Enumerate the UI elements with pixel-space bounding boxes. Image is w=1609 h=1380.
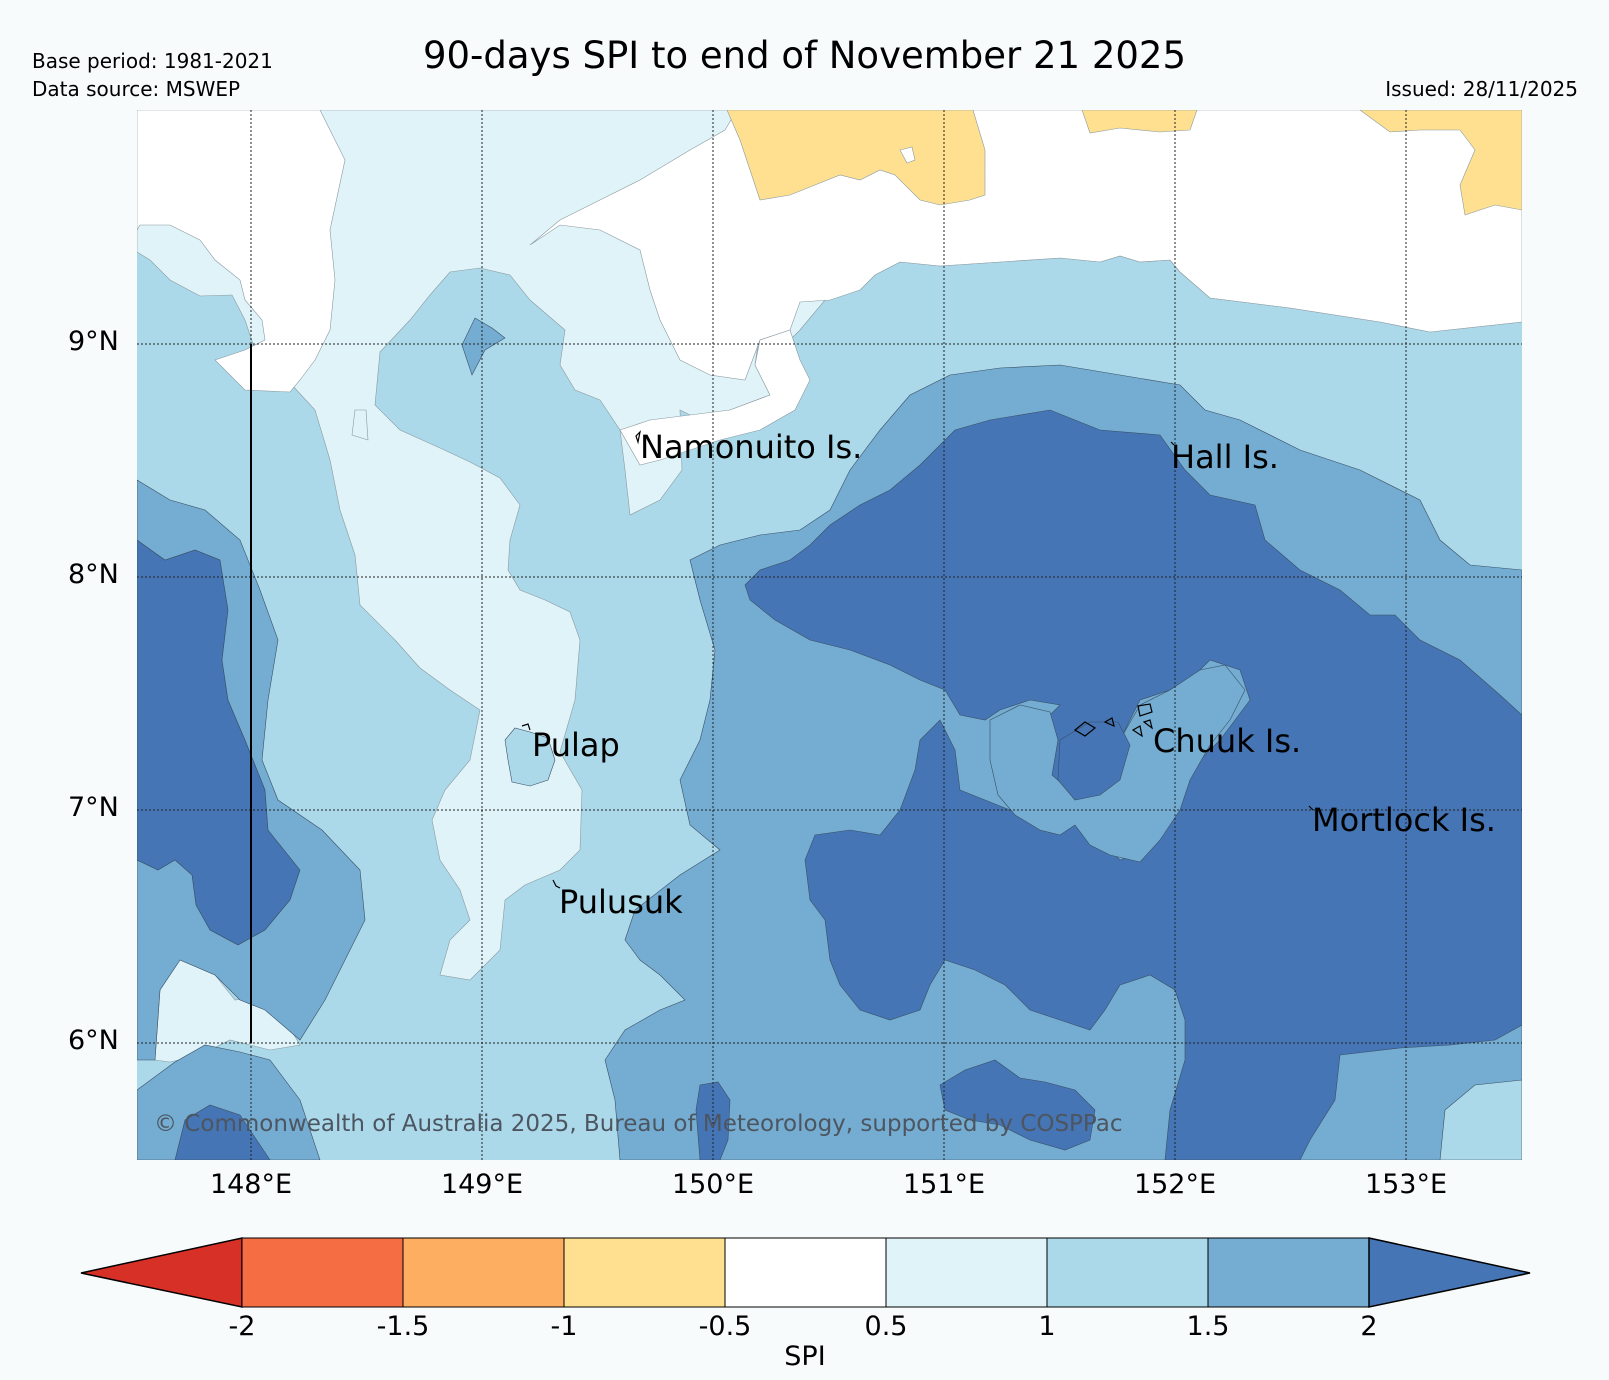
spi-band-1-1.5-pulap xyxy=(504,727,556,787)
place-label-chuuk: Chuuk Is. xyxy=(1153,722,1302,760)
spi-band-neutral-hole xyxy=(899,146,916,164)
island-chuuk-5 xyxy=(1142,719,1153,730)
lon-tick-153e: 153°E xyxy=(1364,1169,1448,1200)
island-namonuito xyxy=(635,430,641,445)
place-label-mortlock: Mortlock Is. xyxy=(1312,801,1496,839)
lat-tick-9n: 9°N xyxy=(68,326,119,357)
spi-band-neg-0.5-1-n2 xyxy=(1081,110,1198,134)
island-chuuk-1 xyxy=(1073,721,1097,737)
spi-band-1.5-2-west xyxy=(137,479,366,1061)
island-chuuk-2 xyxy=(1103,717,1115,728)
island-mortlock xyxy=(1308,805,1314,811)
colorbar xyxy=(80,1237,1531,1308)
island-outlines xyxy=(521,430,1314,889)
colorbar-segment-above xyxy=(1368,1237,1531,1308)
colorbar-tick: 2 xyxy=(1360,1311,1378,1342)
spi-band-neutral-upper-left xyxy=(137,110,346,393)
place-label-namonuito: Namonuito Is. xyxy=(640,428,863,466)
island-pulusuk xyxy=(552,879,561,889)
place-label-pulusuk: Pulusuk xyxy=(559,883,683,921)
spi-band-0.5-1-small xyxy=(351,409,369,441)
place-label-hall: Hall Is. xyxy=(1171,438,1279,476)
colorbar-tick: 0.5 xyxy=(864,1311,908,1342)
colorbar-tick: 1.5 xyxy=(1186,1311,1230,1342)
colorbar-segment-5 xyxy=(885,1237,1048,1308)
island-pulap xyxy=(521,723,531,731)
spi-band-gt-2-chuuk xyxy=(1057,721,1131,801)
lon-tick-148e: 148°E xyxy=(209,1169,293,1200)
colorbar-segment-1 xyxy=(241,1237,404,1308)
island-chuuk-4 xyxy=(1131,725,1143,738)
colorbar-segment-4 xyxy=(724,1237,887,1308)
colorbar-label: SPI xyxy=(784,1341,826,1372)
issued-date-text: Issued: 28/11/2025 xyxy=(1385,77,1578,101)
spi-band-1.5-2-upper xyxy=(461,317,506,376)
spi-band-gt-2-151e xyxy=(939,1059,1096,1151)
place-label-pulap: Pulap xyxy=(532,726,620,764)
colorbar-tick: -1 xyxy=(550,1311,578,1342)
island-hall xyxy=(1170,441,1175,446)
colorbar-segment-6 xyxy=(1046,1237,1209,1308)
spi-contours xyxy=(137,110,1522,1160)
colorbar-tick: -0.5 xyxy=(698,1311,752,1342)
spi-band-gt-2-sw xyxy=(174,1104,271,1160)
lat-tick-7n: 7°N xyxy=(68,792,119,823)
lat-tick-6n: 6°N xyxy=(68,1025,119,1056)
lon-tick-152e: 152°E xyxy=(1133,1169,1217,1200)
data-source-text: Data source: MSWEP xyxy=(32,77,241,101)
spi-band-gt-2-east xyxy=(744,409,1522,1160)
lon-tick-149e: 149°E xyxy=(440,1169,524,1200)
colorbar-segment-3 xyxy=(563,1237,726,1308)
colorbar-segment-below xyxy=(80,1237,243,1308)
colorbar-tick: -2 xyxy=(228,1311,256,1342)
colorbar-segment-2 xyxy=(402,1237,565,1308)
spi-band-1-1.5-pocket xyxy=(1439,1079,1522,1160)
copyright-text: © Commonwealth of Australia 2025, Bureau… xyxy=(154,1111,1123,1137)
colorbar-tick: -1.5 xyxy=(376,1311,430,1342)
colorbar-segment-7 xyxy=(1207,1237,1370,1308)
lon-tick-151e: 151°E xyxy=(902,1169,986,1200)
spi-band-neutral-namonuito-2 xyxy=(619,329,811,466)
spi-band-neg-0.5-1-ne xyxy=(1359,110,1522,216)
spi-band-gt-2-150e xyxy=(695,1081,731,1160)
colorbar-tick: 1 xyxy=(1038,1311,1056,1342)
lat-tick-8n: 8°N xyxy=(68,559,119,590)
base-period-text: Base period: 1981-2021 xyxy=(32,49,273,73)
island-chuuk-3 xyxy=(1137,703,1153,717)
lon-tick-150e: 150°E xyxy=(671,1169,755,1200)
spi-band-neg-0.5-1-north xyxy=(726,110,986,206)
map-title: 90-days SPI to end of November 21 2025 xyxy=(422,34,1187,77)
